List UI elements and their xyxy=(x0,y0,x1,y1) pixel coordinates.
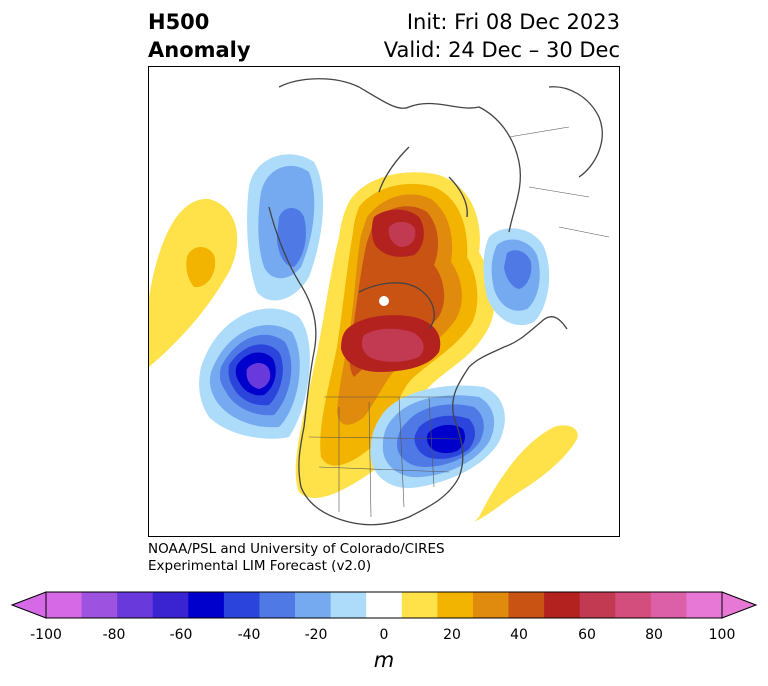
colorbar-tick-label: -80 xyxy=(102,627,126,643)
colorbar-cell xyxy=(686,592,723,618)
ridge-atlantic xyxy=(474,425,578,522)
map-title-left: H500 Anomaly xyxy=(148,8,251,64)
map-title-right: Init: Fri 08 Dec 2023 Valid: 24 Dec – 30… xyxy=(384,8,620,64)
colorbar xyxy=(10,591,758,619)
credit-line-2: Experimental LIM Forecast (v2.0) xyxy=(148,558,372,574)
colorbar-tick-label: 20 xyxy=(443,627,461,643)
colorbar-tick-label: 40 xyxy=(510,627,528,643)
colorbar-cell xyxy=(152,592,189,618)
title-field: Anomaly xyxy=(148,38,251,62)
colorbar-tick-label: -60 xyxy=(169,627,193,643)
coastlines xyxy=(268,78,603,526)
colorbar-cell xyxy=(615,592,652,618)
trough-west xyxy=(199,308,310,439)
anomaly-map xyxy=(149,78,610,526)
colorbar-cell xyxy=(259,592,296,618)
colorbar-cell xyxy=(401,592,438,618)
colorbar-cell xyxy=(46,592,83,618)
colorbar-tick-label: -20 xyxy=(304,627,328,643)
valid-range: Valid: 24 Dec – 30 Dec xyxy=(383,38,620,62)
colorbar-tick-label: 100 xyxy=(708,627,736,643)
colorbar-cell xyxy=(544,592,581,618)
init-date: Init: Fri 08 Dec 2023 xyxy=(406,10,620,34)
map-panel xyxy=(148,66,620,537)
colorbar-cell xyxy=(117,592,154,618)
colorbar-cell xyxy=(579,592,616,618)
colorbar-under-arrow xyxy=(10,591,47,619)
trough-europe xyxy=(483,228,550,326)
trough-north-pacific xyxy=(247,154,324,301)
colorbar-unit: m xyxy=(373,648,395,672)
credit-line-1: NOAA/PSL and University of Colorado/CIRE… xyxy=(148,541,445,557)
colorbar-cell xyxy=(472,592,510,618)
ridge-pacific xyxy=(149,198,238,367)
colorbar-tick-label: -40 xyxy=(237,627,261,643)
colorbar-cell xyxy=(188,592,225,618)
colorbar-over-arrow xyxy=(721,591,758,619)
credit-text: NOAA/PSL and University of Colorado/CIRE… xyxy=(148,541,445,575)
colorbar-cell xyxy=(650,592,687,618)
colorbar-tick-label: 80 xyxy=(645,627,663,643)
colorbar-cell xyxy=(81,592,118,618)
colorbar-cell xyxy=(366,592,403,618)
colorbar-cell xyxy=(437,592,474,618)
colorbar-outline xyxy=(45,591,723,619)
borders xyxy=(308,126,610,518)
colorbar-tick-label: -100 xyxy=(30,627,62,643)
colorbar-cells xyxy=(46,592,723,618)
colorbar-cell xyxy=(295,592,332,618)
colorbar-cell xyxy=(223,592,260,618)
ridge-canada-greenland xyxy=(295,172,495,498)
colorbar-cell xyxy=(330,592,367,618)
colorbar-tick-label: 60 xyxy=(578,627,596,643)
colorbar-cell xyxy=(508,592,545,618)
colorbar-tick-label: 0 xyxy=(379,627,389,643)
title-variable: H500 xyxy=(148,10,210,34)
